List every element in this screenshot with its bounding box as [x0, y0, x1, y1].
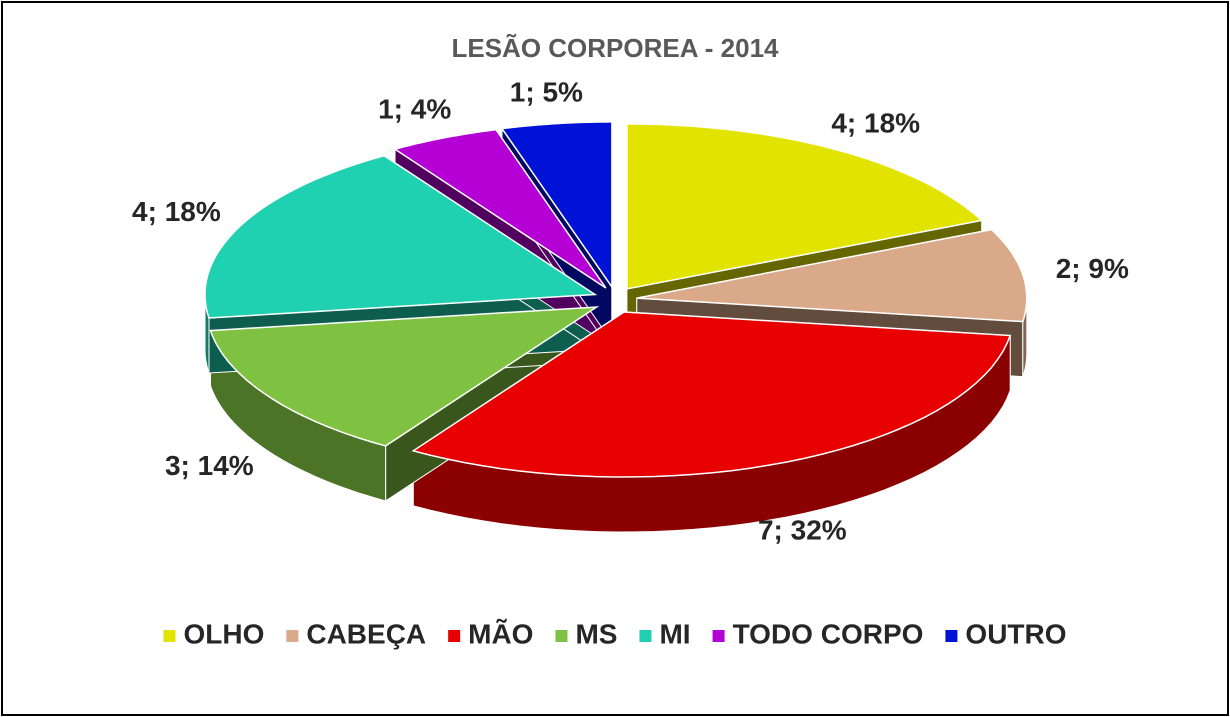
- legend-swatch: [712, 630, 725, 642]
- slice: [393, 128, 607, 289]
- data-label: 2; 9%: [1056, 253, 1129, 284]
- legend-label: MS: [575, 618, 617, 649]
- data-label: 4; 18%: [132, 196, 221, 227]
- data-label: 7; 32%: [758, 514, 847, 545]
- data-label: 1; 4%: [378, 93, 451, 124]
- data-label: 4; 18%: [831, 107, 920, 138]
- legend-label: OLHO: [183, 618, 264, 649]
- chart-title: LESÃO CORPOREA - 2014: [451, 33, 779, 63]
- data-label: 3; 14%: [165, 450, 254, 481]
- legend-label: CABEÇA: [306, 618, 426, 649]
- legend: OLHO CABEÇA MÃO MS MI TODO CORPO OUTRO: [163, 618, 1067, 649]
- legend-label: TODO CORPO: [733, 618, 924, 649]
- legend-label: MI: [659, 618, 690, 649]
- slice: [636, 228, 1028, 323]
- legend-swatch: [639, 630, 652, 642]
- slice: [500, 121, 613, 290]
- legend-swatch: [163, 630, 176, 642]
- legend-swatch: [286, 630, 299, 642]
- legend-swatch: [448, 630, 461, 642]
- legend-swatch: [555, 630, 568, 642]
- legend-label: MÃO: [468, 618, 533, 649]
- slice: [209, 306, 600, 447]
- legend-label: OUTRO: [965, 618, 1066, 649]
- slice: [411, 311, 1012, 478]
- data-label: 1; 5%: [510, 77, 583, 108]
- legend-swatch: [945, 630, 958, 642]
- slice: [626, 123, 984, 290]
- slice: [204, 154, 598, 319]
- slice-tops: [204, 121, 1028, 478]
